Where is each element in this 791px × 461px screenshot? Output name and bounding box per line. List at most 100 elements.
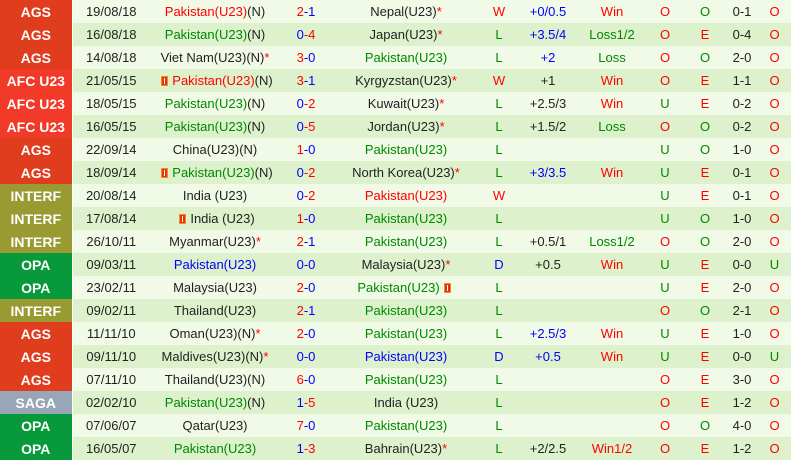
table-row[interactable]: AFC U23 21/05/15 Pakistan(U23)(N) 3-1 Kyrgyz… [0,69,791,92]
score[interactable]: 3-1 [280,69,332,92]
competition-badge[interactable]: OPA [0,437,73,460]
away-team[interactable]: Pakistan(U23) [332,322,480,345]
table-row[interactable]: OPA 07/06/07 Qatar(U23) 7-0 Pakistan(U23) L O O… [0,414,791,437]
score[interactable]: 1-3 [280,437,332,460]
home-team[interactable]: China(U23)(N) [150,138,280,161]
table-row[interactable]: INTERF 09/02/11 Thailand(U23) 2-1 Pakistan(U… [0,299,791,322]
home-team[interactable]: Pakistan(U23) [150,253,280,276]
home-team[interactable]: India (U23) [150,184,280,207]
home-team[interactable]: Pakistan(U23)(N) [150,69,280,92]
table-row[interactable]: INTERF 26/10/11 Myanmar(U23)* 2-1 Pakistan(U… [0,230,791,253]
score[interactable]: 1-0 [280,207,332,230]
home-team[interactable]: Pakistan(U23) [150,437,280,460]
home-team[interactable]: Pakistan(U23)(N) [150,161,280,184]
score[interactable]: 3-0 [280,46,332,69]
home-team[interactable]: Myanmar(U23)* [150,230,280,253]
away-team[interactable]: Pakistan(U23) [332,299,480,322]
home-team[interactable]: Pakistan(U23)(N) [150,23,280,46]
away-team[interactable]: Pakistan(U23) [332,207,480,230]
table-row[interactable]: AGS 09/11/10 Maldives(U23)(N)* 0-0 Pakistan(… [0,345,791,368]
table-row[interactable]: AGS 19/08/18 Pakistan(U23)(N) 2-1 Nepal(U23)… [0,0,791,23]
competition-badge[interactable]: AGS [0,345,73,368]
competition-badge[interactable]: INTERF [0,299,73,322]
score[interactable]: 1-0 [280,138,332,161]
home-team[interactable]: Viet Nam(U23)(N)* [150,46,280,69]
home-team[interactable]: Maldives(U23)(N)* [150,345,280,368]
away-team[interactable]: Kyrgyzstan(U23)* [332,69,480,92]
table-row[interactable]: AGS 22/09/14 China(U23)(N) 1-0 Pakistan(U23)… [0,138,791,161]
home-team[interactable]: Thailand(U23) [150,299,280,322]
score[interactable]: 1-5 [280,391,332,414]
away-team[interactable]: Kuwait(U23)* [332,92,480,115]
table-row[interactable]: OPA 16/05/07 Pakistan(U23) 1-3 Bahrain(U23)*… [0,437,791,460]
table-row[interactable]: AFC U23 18/05/15 Pakistan(U23)(N) 0-2 Kuwait… [0,92,791,115]
competition-badge[interactable]: AGS [0,46,73,69]
table-row[interactable]: OPA 09/03/11 Pakistan(U23) 0-0 Malaysia(U23)… [0,253,791,276]
competition-badge[interactable]: AGS [0,138,73,161]
score[interactable]: 2-0 [280,276,332,299]
home-team[interactable]: Pakistan(U23)(N) [150,92,280,115]
table-row[interactable]: OPA 23/02/11 Malaysia(U23) 2-0 Pakistan(U23)… [0,276,791,299]
competition-badge[interactable]: AGS [0,322,73,345]
away-team[interactable]: Pakistan(U23) [332,230,480,253]
competition-badge[interactable]: INTERF [0,230,73,253]
score[interactable]: 6-0 [280,368,332,391]
competition-badge[interactable]: AGS [0,368,73,391]
score[interactable]: 0-0 [280,253,332,276]
table-row[interactable]: AGS 16/08/18 Pakistan(U23)(N) 0-4 Japan(U23)… [0,23,791,46]
competition-badge[interactable]: AFC U23 [0,115,73,138]
away-team[interactable]: Japan(U23)* [332,23,480,46]
score[interactable]: 0-2 [280,161,332,184]
table-row[interactable]: INTERF 17/08/14 India (U23) 1-0 Pakistan(U23… [0,207,791,230]
away-team[interactable]: North Korea(U23)* [332,161,480,184]
away-team[interactable]: Pakistan(U23) [332,46,480,69]
competition-badge[interactable]: AGS [0,161,73,184]
competition-badge[interactable]: AFC U23 [0,69,73,92]
score[interactable]: 0-5 [280,115,332,138]
away-team[interactable]: Pakistan(U23) [332,345,480,368]
away-team[interactable]: Nepal(U23)* [332,0,480,23]
score[interactable]: 0-4 [280,23,332,46]
score[interactable]: 2-0 [280,322,332,345]
table-row[interactable]: INTERF 20/08/14 India (U23) 0-2 Pakistan(U23… [0,184,791,207]
home-team[interactable]: Pakistan(U23)(N) [150,391,280,414]
score[interactable]: 2-1 [280,0,332,23]
table-row[interactable]: AGS 07/11/10 Thailand(U23)(N) 6-0 Pakistan(U… [0,368,791,391]
score[interactable]: 0-0 [280,345,332,368]
away-team[interactable]: Pakistan(U23) [332,138,480,161]
away-team[interactable]: Bahrain(U23)* [332,437,480,460]
away-team[interactable]: Pakistan(U23) [332,368,480,391]
home-team[interactable]: Qatar(U23) [150,414,280,437]
away-team[interactable]: Jordan(U23)* [332,115,480,138]
home-team[interactable]: Pakistan(U23)(N) [150,0,280,23]
competition-badge[interactable]: INTERF [0,207,73,230]
score[interactable]: 2-1 [280,299,332,322]
competition-badge[interactable]: SAGA [0,391,73,414]
home-team[interactable]: India (U23) [150,207,280,230]
home-team[interactable]: Pakistan(U23)(N) [150,115,280,138]
table-row[interactable]: AGS 11/11/10 Oman(U23)(N)* 2-0 Pakistan(U23)… [0,322,791,345]
home-team[interactable]: Malaysia(U23) [150,276,280,299]
table-row[interactable]: AGS 18/09/14 Pakistan(U23)(N) 0-2 North Kore… [0,161,791,184]
away-team[interactable]: Malaysia(U23)* [332,253,480,276]
score[interactable]: 0-2 [280,184,332,207]
table-row[interactable]: SAGA 02/02/10 Pakistan(U23)(N) 1-5 India (U2… [0,391,791,414]
competition-badge[interactable]: AFC U23 [0,92,73,115]
score[interactable]: 2-1 [280,230,332,253]
home-team[interactable]: Oman(U23)(N)* [150,322,280,345]
table-row[interactable]: AFC U23 16/05/15 Pakistan(U23)(N) 0-5 Jordan… [0,115,791,138]
score[interactable]: 0-2 [280,92,332,115]
competition-badge[interactable]: OPA [0,276,73,299]
competition-badge[interactable]: AGS [0,23,73,46]
competition-badge[interactable]: OPA [0,414,73,437]
competition-badge[interactable]: AGS [0,0,73,23]
table-row[interactable]: AGS 14/08/18 Viet Nam(U23)(N)* 3-0 Pakistan(… [0,46,791,69]
score[interactable]: 7-0 [280,414,332,437]
away-team[interactable]: Pakistan(U23) [332,414,480,437]
home-team[interactable]: Thailand(U23)(N) [150,368,280,391]
away-team[interactable]: Pakistan(U23) [332,276,480,299]
competition-badge[interactable]: OPA [0,253,73,276]
away-team[interactable]: India (U23) [332,391,480,414]
away-team[interactable]: Pakistan(U23) [332,184,480,207]
competition-badge[interactable]: INTERF [0,184,73,207]
